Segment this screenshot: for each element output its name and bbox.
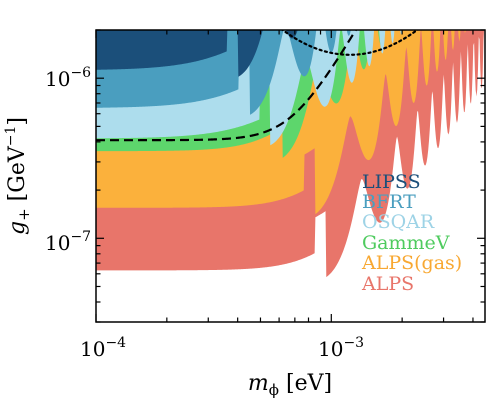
y-axis-label: g+ [GeV−1] bbox=[3, 117, 33, 235]
x-tick-label-1: 10−3 bbox=[318, 335, 364, 361]
x-tick-label-0: 10−4 bbox=[80, 335, 126, 361]
legend-entry-lipss: LIPSS bbox=[362, 171, 421, 193]
plot-frame bbox=[95, 29, 486, 323]
legend-entry-osqar: OSQAR bbox=[362, 211, 435, 233]
legend: LIPSS BFRT OSQAR GammeV ALPS(gas) ALPS bbox=[361, 171, 462, 295]
legend-entry-bfrt: BFRT bbox=[362, 191, 416, 213]
limit-curves bbox=[96, 30, 419, 142]
region-lipss bbox=[96, 30, 298, 77]
y-tick-labels: 10−7 10−6 bbox=[45, 65, 91, 255]
legend-entry-alps-gas: ALPS(gas) bbox=[361, 252, 462, 274]
legend-entry-gammev: GammeV bbox=[362, 232, 450, 254]
x-axis-label: mϕ [eV] bbox=[248, 371, 332, 399]
exclusion-regions bbox=[96, 30, 485, 278]
y-tick-label-0: 10−7 bbox=[45, 229, 91, 255]
legend-entry-alps: ALPS bbox=[361, 273, 414, 295]
y-tick-label-1: 10−6 bbox=[45, 65, 91, 91]
x-tick-labels: 10−4 10−3 bbox=[80, 335, 364, 361]
dashed-limit-curve bbox=[96, 30, 358, 142]
